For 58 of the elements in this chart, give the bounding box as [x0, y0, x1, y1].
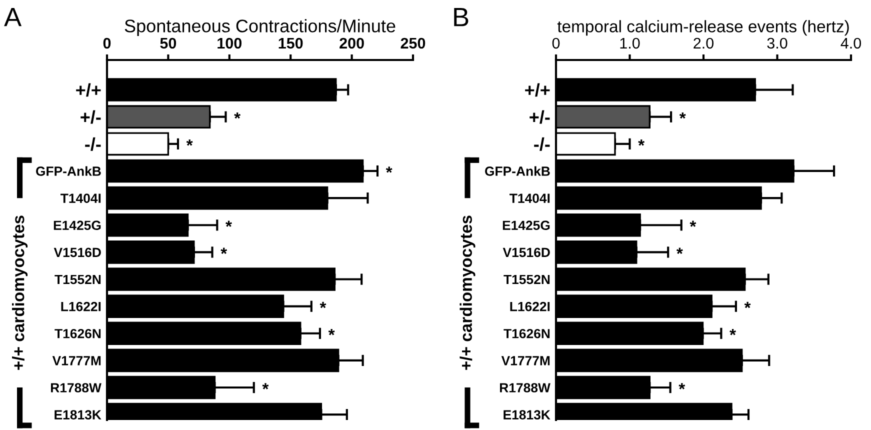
x-tick-label: 2.0 — [694, 38, 714, 49]
data-label: * — [386, 166, 392, 173]
y-tick-label: E1813K — [504, 410, 550, 420]
x-tick-label: 50 — [160, 38, 176, 49]
y-tick-label: GFP-AnkB — [485, 166, 550, 176]
x-tick-label: 1.0 — [620, 38, 640, 49]
y-tick-label: T1404I — [60, 194, 101, 203]
y-tick-label: R1788W — [500, 383, 550, 392]
data-label: * — [262, 383, 269, 390]
data-label: * — [186, 140, 193, 146]
x-tick-label: 250 — [400, 38, 426, 49]
x-tick-label: 200 — [340, 38, 364, 49]
x-tick-label: 150 — [278, 38, 303, 49]
x-tick-label: 0 — [103, 38, 111, 49]
data-label: * — [744, 302, 751, 308]
data-label: * — [220, 248, 228, 254]
y-tick-label: +/+ — [525, 83, 550, 97]
data-label: * — [730, 329, 736, 336]
y-tick-label: T1552N — [54, 274, 101, 284]
y-tick-label: GFP-AnkB — [36, 166, 101, 176]
y-tick-label: T1552N — [504, 274, 550, 284]
y-tick-label: T1626N — [504, 328, 550, 338]
data-label: * — [226, 220, 232, 227]
y-tick-label: T1626N — [54, 328, 101, 338]
data-label: * — [678, 383, 686, 390]
y-tick-label: E1813K — [54, 410, 102, 420]
data-label: * — [328, 329, 335, 336]
y-tick-label: R1788W — [50, 383, 102, 392]
x-tick-label: 100 — [218, 38, 242, 49]
y-tick-label: -/- — [534, 137, 550, 151]
x-tick-label: 3.0 — [767, 38, 788, 49]
y-tick-label: +/- — [80, 110, 101, 124]
y-tick-label: L1622I — [61, 302, 101, 312]
data-label: * — [234, 112, 241, 119]
y-tick-label: +/- — [530, 110, 550, 124]
chart-title: temporal calcium-release events (hertz) — [557, 20, 849, 36]
y-tick-label: V1516D — [502, 248, 550, 258]
chart-title: Spontaneous Contractions/Minute — [124, 19, 396, 36]
y-tick-label: -/- — [85, 137, 101, 151]
y-tick-label: E1425G — [502, 220, 550, 230]
y-tick-label: V1777M — [501, 356, 550, 366]
data-label: * — [690, 220, 696, 227]
y-tick-label: V1516D — [54, 248, 101, 258]
text: A — [4, 8, 22, 26]
x-tick-label: 0 — [552, 38, 560, 49]
data-label: * — [676, 248, 683, 254]
text: +/+ cardiomyocytes — [460, 216, 476, 370]
y-tick-label: +/+ — [76, 83, 101, 97]
y-tick-label: L1622I — [510, 302, 550, 312]
data-label: * — [679, 112, 686, 119]
data-label: * — [638, 140, 645, 146]
text: +/+ cardiomyocytes — [12, 216, 28, 370]
text: B — [454, 8, 468, 26]
x-tick-label: 4.0 — [840, 38, 862, 49]
data-label: * — [320, 302, 326, 308]
y-tick-label: T1404I — [510, 194, 550, 203]
y-tick-label: E1425G — [54, 220, 101, 230]
y-tick-label: V1777M — [52, 356, 101, 366]
